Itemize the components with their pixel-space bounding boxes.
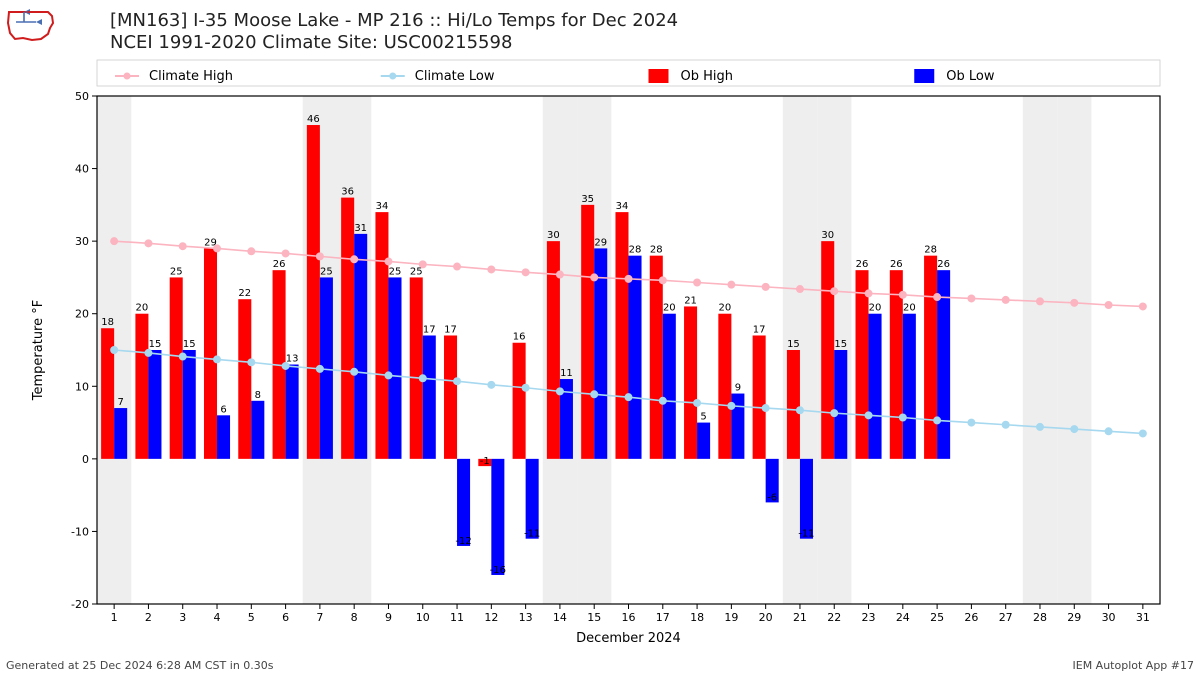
svg-text:5: 5 — [700, 412, 706, 423]
svg-text:15: 15 — [587, 611, 601, 624]
svg-text:14: 14 — [553, 611, 567, 624]
svg-text:22: 22 — [238, 288, 251, 299]
svg-text:13: 13 — [519, 611, 533, 624]
svg-text:30: 30 — [547, 230, 560, 241]
svg-text:26: 26 — [856, 259, 869, 270]
svg-text:-10: -10 — [71, 525, 89, 538]
svg-text:20: 20 — [663, 303, 676, 314]
svg-text:25: 25 — [930, 611, 944, 624]
svg-text:8: 8 — [351, 611, 358, 624]
svg-text:25: 25 — [320, 266, 333, 277]
svg-text:30: 30 — [75, 235, 89, 248]
svg-text:28: 28 — [650, 245, 663, 256]
svg-text:6: 6 — [282, 611, 289, 624]
svg-text:36: 36 — [341, 187, 354, 198]
svg-text:31: 31 — [354, 223, 367, 234]
svg-text:30: 30 — [821, 230, 834, 241]
svg-text:46: 46 — [307, 114, 320, 125]
svg-text:34: 34 — [616, 201, 629, 212]
svg-text:17: 17 — [423, 324, 436, 335]
svg-text:20: 20 — [718, 303, 731, 314]
svg-text:20: 20 — [759, 611, 773, 624]
svg-text:27: 27 — [999, 611, 1013, 624]
svg-text:28: 28 — [1033, 611, 1047, 624]
svg-text:40: 40 — [75, 163, 89, 176]
svg-text:-11: -11 — [798, 529, 814, 540]
svg-text:21: 21 — [793, 611, 807, 624]
svg-text:29: 29 — [594, 237, 607, 248]
svg-text:15: 15 — [183, 339, 196, 350]
svg-text:22: 22 — [827, 611, 841, 624]
svg-text:19: 19 — [724, 611, 738, 624]
svg-text:28: 28 — [924, 245, 937, 256]
svg-text:10: 10 — [416, 611, 430, 624]
svg-text:2: 2 — [145, 611, 152, 624]
chart-area: -20-100102030405012345678910111213141516… — [0, 0, 1200, 675]
svg-text:12: 12 — [484, 611, 498, 624]
svg-text:34: 34 — [376, 201, 389, 212]
svg-text:17: 17 — [753, 324, 766, 335]
svg-text:24: 24 — [896, 611, 910, 624]
svg-text:-11: -11 — [524, 529, 540, 540]
svg-text:31: 31 — [1136, 611, 1150, 624]
svg-text:21: 21 — [684, 295, 697, 306]
svg-text:25: 25 — [170, 266, 183, 277]
footer-appid: IEM Autoplot App #17 — [1073, 659, 1195, 672]
svg-text:Ob High: Ob High — [681, 69, 734, 84]
svg-text:17: 17 — [656, 611, 670, 624]
svg-text:Climate Low: Climate Low — [415, 69, 495, 84]
svg-text:26: 26 — [890, 259, 903, 270]
svg-text:7: 7 — [316, 611, 323, 624]
svg-text:18: 18 — [101, 317, 114, 328]
svg-text:11: 11 — [450, 611, 464, 624]
svg-text:9: 9 — [735, 383, 741, 394]
svg-text:16: 16 — [513, 332, 526, 343]
svg-text:18: 18 — [690, 611, 704, 624]
svg-text:-20: -20 — [71, 598, 89, 611]
svg-text:-1: -1 — [480, 456, 490, 467]
svg-text:3: 3 — [179, 611, 186, 624]
svg-text:Temperature °F: Temperature °F — [31, 300, 46, 401]
svg-text:15: 15 — [787, 339, 800, 350]
svg-text:5: 5 — [248, 611, 255, 624]
svg-text:-16: -16 — [490, 565, 506, 576]
svg-text:6: 6 — [220, 404, 226, 415]
svg-text:25: 25 — [389, 266, 402, 277]
svg-text:-12: -12 — [455, 536, 471, 547]
svg-text:26: 26 — [273, 259, 286, 270]
svg-text:28: 28 — [629, 245, 642, 256]
svg-text:-6: -6 — [767, 492, 777, 503]
svg-text:35: 35 — [581, 194, 594, 205]
svg-text:1: 1 — [111, 611, 118, 624]
svg-text:25: 25 — [410, 266, 423, 277]
svg-text:23: 23 — [862, 611, 876, 624]
svg-text:15: 15 — [149, 339, 162, 350]
svg-text:4: 4 — [214, 611, 221, 624]
svg-text:20: 20 — [136, 303, 149, 314]
svg-text:26: 26 — [937, 259, 950, 270]
svg-text:December 2024: December 2024 — [576, 631, 681, 646]
svg-text:17: 17 — [444, 324, 457, 335]
svg-text:8: 8 — [255, 390, 261, 401]
svg-text:0: 0 — [82, 453, 89, 466]
svg-text:15: 15 — [834, 339, 847, 350]
svg-text:20: 20 — [903, 303, 916, 314]
svg-text:29: 29 — [1067, 611, 1081, 624]
svg-text:Climate High: Climate High — [149, 69, 233, 84]
svg-text:50: 50 — [75, 90, 89, 103]
svg-text:11: 11 — [560, 368, 573, 379]
footer-generated: Generated at 25 Dec 2024 6:28 AM CST in … — [6, 659, 274, 672]
svg-text:Ob Low: Ob Low — [946, 69, 995, 84]
svg-text:7: 7 — [117, 397, 123, 408]
svg-text:20: 20 — [869, 303, 882, 314]
svg-text:9: 9 — [385, 611, 392, 624]
svg-text:26: 26 — [964, 611, 978, 624]
svg-text:30: 30 — [1102, 611, 1116, 624]
svg-text:16: 16 — [622, 611, 636, 624]
svg-text:10: 10 — [75, 380, 89, 393]
svg-text:20: 20 — [75, 308, 89, 321]
